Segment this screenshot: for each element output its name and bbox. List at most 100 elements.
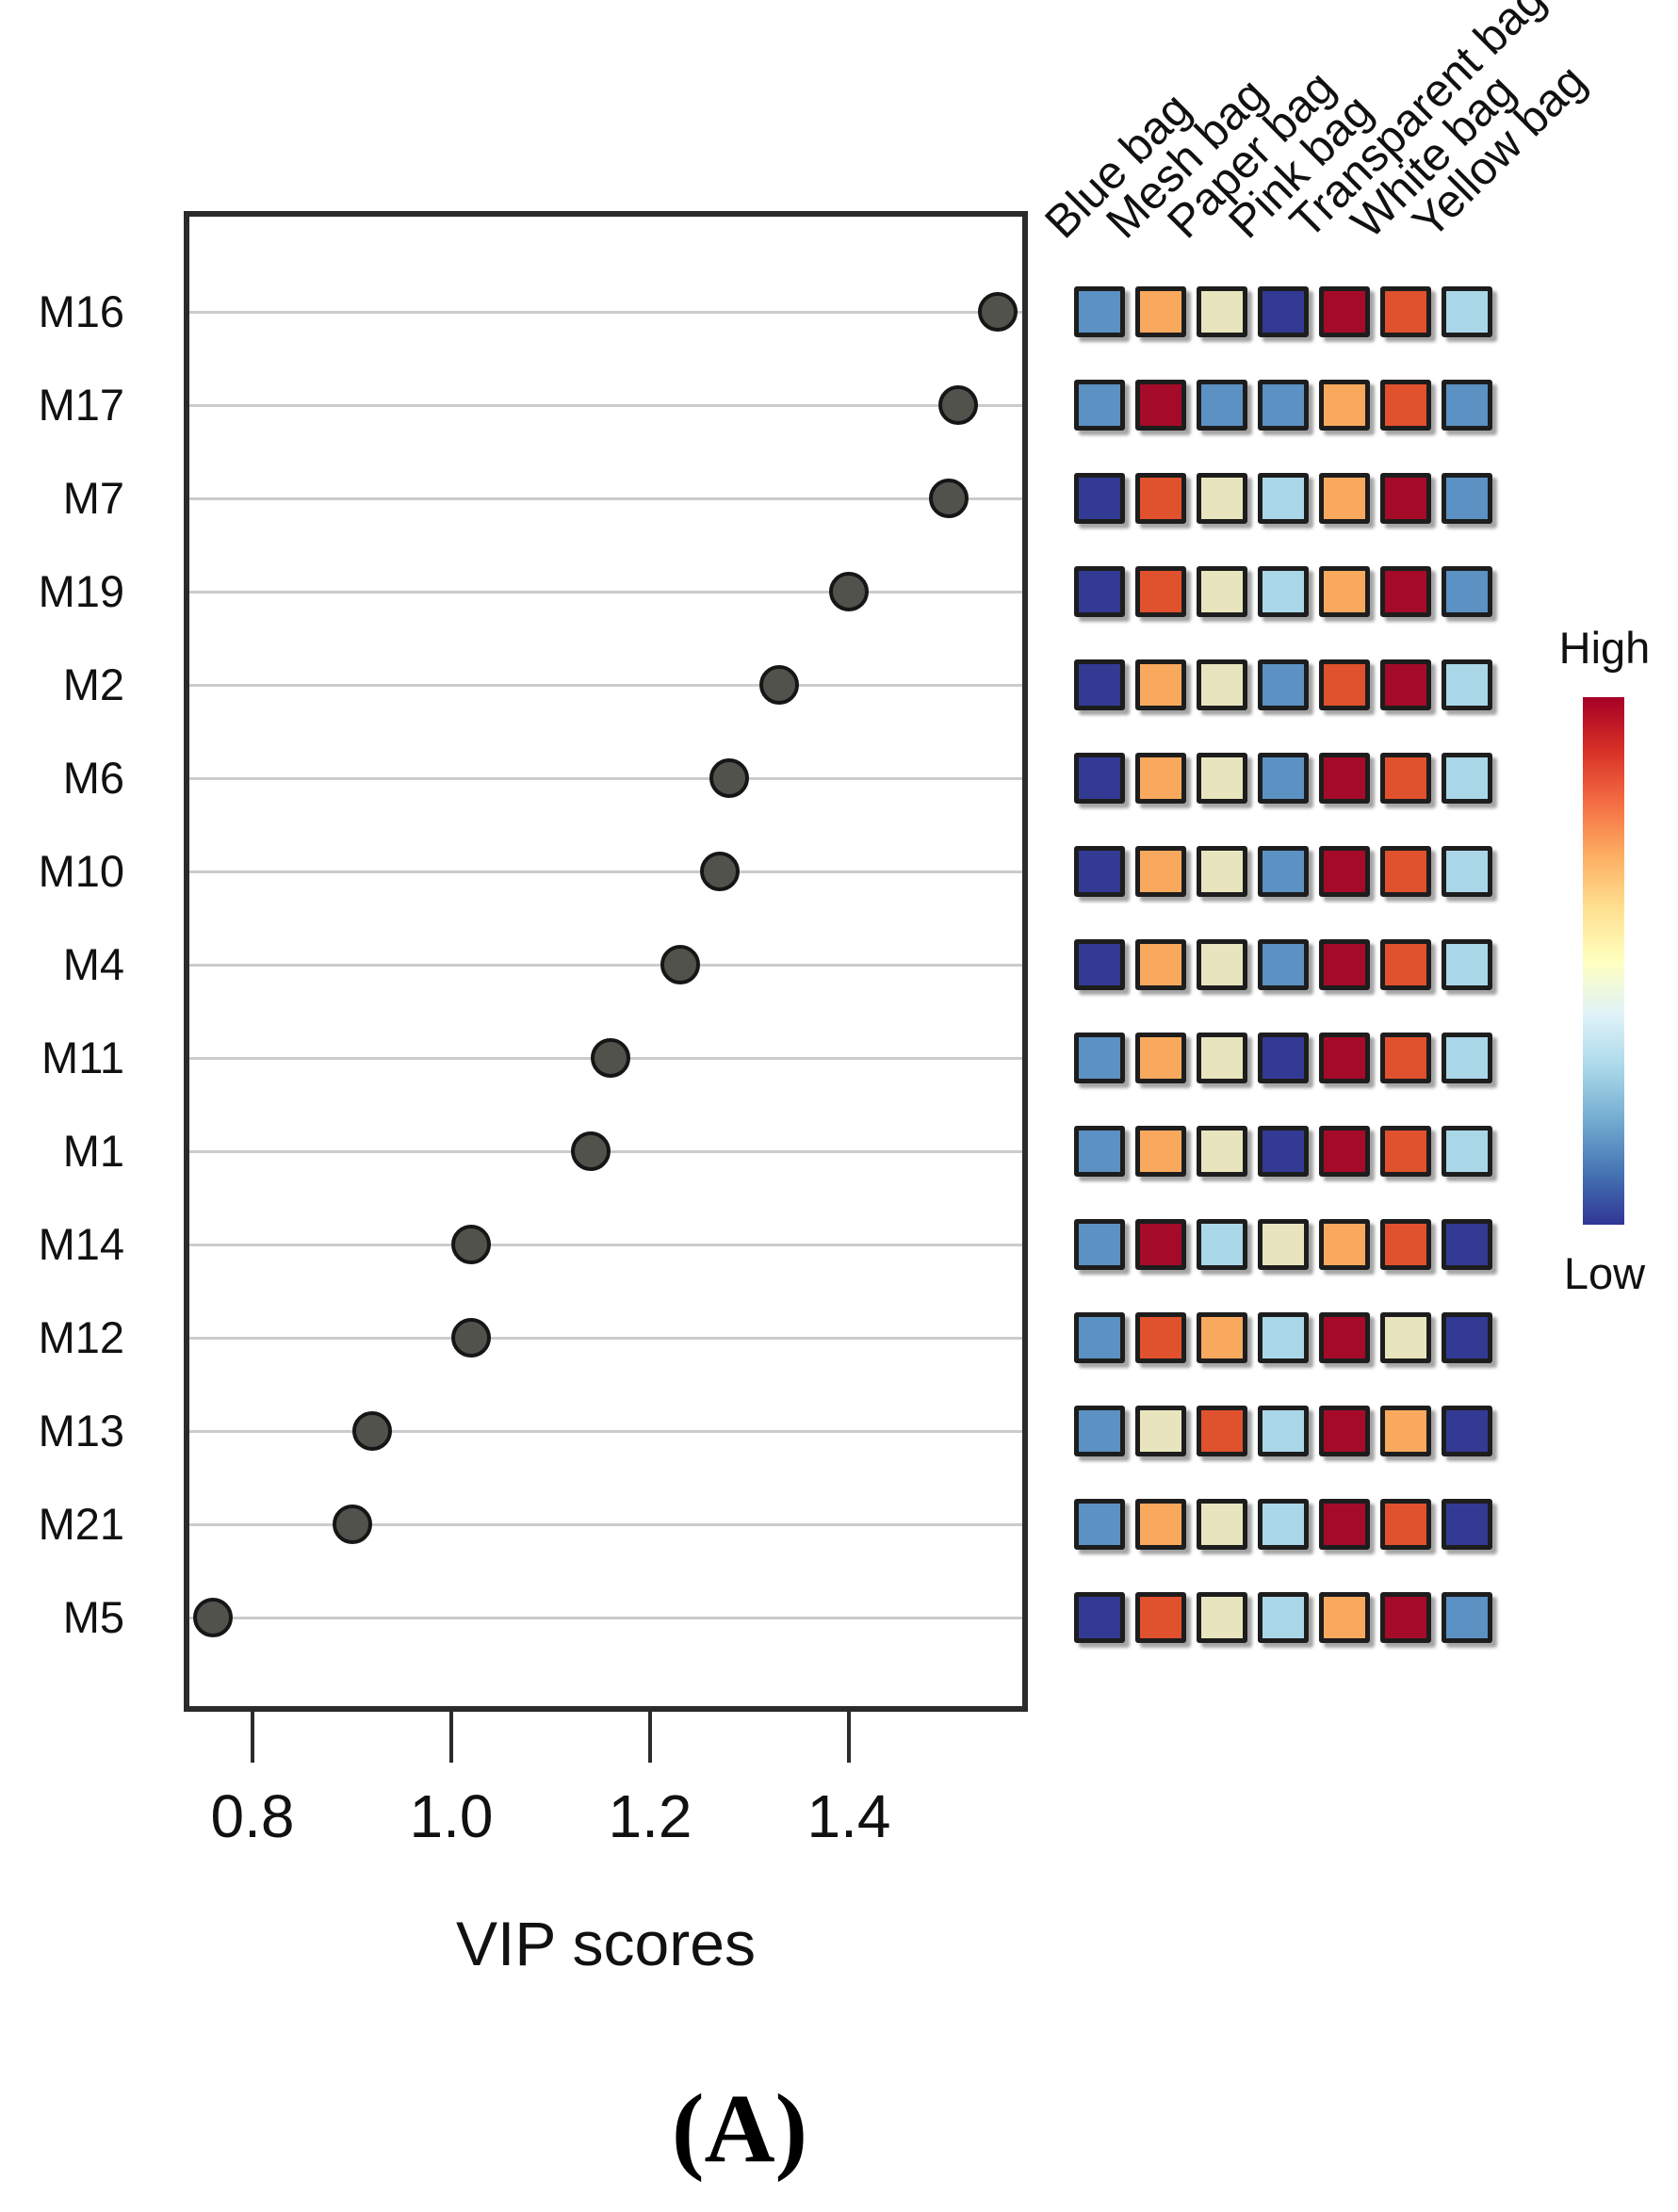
heatmap-cell-M2-col5 — [1319, 659, 1370, 710]
y-axis-label-M10: M10 — [38, 846, 124, 896]
heatmap-cell-M2-col3 — [1197, 659, 1247, 710]
heatmap-cell-M2-col4 — [1258, 659, 1309, 710]
heatmap-cell-M11-col7 — [1442, 1033, 1492, 1083]
heatmap-cell-M12-col6 — [1380, 1312, 1431, 1363]
heatmap-cell-M19-col3 — [1197, 566, 1247, 617]
y-axis-label-M19: M19 — [38, 566, 124, 616]
heatmap-cell-M2-col2 — [1135, 659, 1186, 710]
heatmap-cell-M16-col2 — [1135, 286, 1186, 337]
plot-area — [184, 211, 1028, 1712]
heatmap-cell-M10-col6 — [1380, 846, 1431, 897]
heatmap-cell-M21-col6 — [1380, 1499, 1431, 1550]
gridline-M14 — [189, 1244, 1022, 1246]
y-axis-label-M13: M13 — [38, 1406, 124, 1456]
heatmap-cell-M21-col2 — [1135, 1499, 1186, 1550]
y-axis-label-M17: M17 — [38, 380, 124, 430]
vip-dot-M17 — [938, 385, 979, 425]
x-axis-tick-label-1.2: 1.2 — [608, 1782, 692, 1850]
x-axis-tick-label-1: 1.0 — [409, 1782, 494, 1850]
heatmap-cell-M7-col1 — [1074, 473, 1125, 524]
vip-dot-M4 — [660, 945, 700, 984]
vip-dot-M1 — [570, 1131, 611, 1171]
gridline-M5 — [189, 1617, 1022, 1619]
heatmap-cell-M13-col2 — [1135, 1406, 1186, 1456]
gridline-M16 — [189, 311, 1022, 314]
heatmap-cell-M1-col4 — [1258, 1126, 1309, 1177]
heatmap-cell-M4-col3 — [1197, 939, 1247, 990]
gridline-M4 — [189, 964, 1022, 967]
heatmap-cell-M16-col7 — [1442, 286, 1492, 337]
colorbar-low-label: Low — [1563, 1248, 1646, 1298]
heatmap-cell-M11-col4 — [1258, 1033, 1309, 1083]
heatmap-cell-M11-col6 — [1380, 1033, 1431, 1083]
heatmap-cell-M12-col2 — [1135, 1312, 1186, 1363]
heatmap-cell-M13-col1 — [1074, 1406, 1125, 1456]
heatmap-cell-M14-col5 — [1319, 1219, 1370, 1270]
heatmap-cell-M6-col2 — [1135, 753, 1186, 804]
heatmap-cell-M1-col3 — [1197, 1126, 1247, 1177]
heatmap-cell-M13-col7 — [1442, 1406, 1492, 1456]
vip-dot-M5 — [192, 1598, 233, 1637]
heatmap-cell-M16-col6 — [1380, 286, 1431, 337]
x-axis-tick-0.8 — [251, 1712, 254, 1763]
heatmap-cell-M17-col7 — [1442, 380, 1492, 431]
x-axis-title: VIP scores — [456, 1909, 756, 1978]
heatmap-cell-M10-col1 — [1074, 846, 1125, 897]
heatmap-cell-M21-col4 — [1258, 1499, 1309, 1550]
heatmap-cell-M6-col5 — [1319, 753, 1370, 804]
heatmap-cell-M21-col5 — [1319, 1499, 1370, 1550]
heatmap-cell-M5-col4 — [1258, 1592, 1309, 1643]
y-axis-label-M11: M11 — [41, 1033, 124, 1082]
heatmap-cell-M11-col1 — [1074, 1033, 1125, 1083]
vip-dot-M21 — [332, 1504, 372, 1544]
heatmap-cell-M1-col2 — [1135, 1126, 1186, 1177]
heatmap-cell-M6-col4 — [1258, 753, 1309, 804]
heatmap-cell-M17-col1 — [1074, 380, 1125, 431]
heatmap-cell-M7-col6 — [1380, 473, 1431, 524]
vip-dot-M10 — [699, 852, 740, 891]
heatmap-cell-M19-col6 — [1380, 566, 1431, 617]
heatmap-cell-M6-col3 — [1197, 753, 1247, 804]
heatmap-cell-M14-col4 — [1258, 1219, 1309, 1270]
heatmap-cell-M19-col7 — [1442, 566, 1492, 617]
heatmap-cell-M17-col3 — [1197, 380, 1247, 431]
y-axis-label-M5: M5 — [62, 1592, 124, 1642]
heatmap-cell-M4-col5 — [1319, 939, 1370, 990]
heatmap-cell-M5-col2 — [1135, 1592, 1186, 1643]
colorbar-gradient — [1583, 697, 1624, 1225]
heatmap-cell-M19-col1 — [1074, 566, 1125, 617]
gridline-M7 — [189, 497, 1022, 500]
heatmap-cell-M4-col4 — [1258, 939, 1309, 990]
heatmap-cell-M6-col7 — [1442, 753, 1492, 804]
vip-dot-M11 — [590, 1038, 630, 1078]
heatmap-cell-M16-col3 — [1197, 286, 1247, 337]
heatmap-cell-M6-col1 — [1074, 753, 1125, 804]
heatmap-cell-M14-col2 — [1135, 1219, 1186, 1270]
heatmap-cell-M10-col2 — [1135, 846, 1186, 897]
heatmap-cell-M2-col1 — [1074, 659, 1125, 710]
heatmap-cell-M4-col6 — [1380, 939, 1431, 990]
gridline-M12 — [189, 1337, 1022, 1340]
y-axis-label-M16: M16 — [38, 286, 124, 336]
y-axis-label-M4: M4 — [62, 939, 124, 989]
y-axis-label-M2: M2 — [62, 659, 124, 709]
heatmap-cell-M10-col3 — [1197, 846, 1247, 897]
vip-dot-M7 — [928, 479, 969, 518]
gridline-M17 — [189, 404, 1022, 407]
heatmap-cell-M4-col2 — [1135, 939, 1186, 990]
heatmap-cell-M16-col1 — [1074, 286, 1125, 337]
heatmap-cell-M14-col7 — [1442, 1219, 1492, 1270]
heatmap-cell-M7-col7 — [1442, 473, 1492, 524]
heatmap-cell-M13-col5 — [1319, 1406, 1370, 1456]
heatmap-cell-M11-col3 — [1197, 1033, 1247, 1083]
gridline-M13 — [189, 1430, 1022, 1433]
heatmap-cell-M6-col6 — [1380, 753, 1431, 804]
x-axis-tick-1.4 — [847, 1712, 851, 1763]
heatmap-cell-M7-col5 — [1319, 473, 1370, 524]
heatmap-cell-M1-col7 — [1442, 1126, 1492, 1177]
y-axis-label-M14: M14 — [38, 1219, 124, 1269]
heatmap-cell-M10-col7 — [1442, 846, 1492, 897]
heatmap-cell-M11-col2 — [1135, 1033, 1186, 1083]
heatmap-cell-M5-col6 — [1380, 1592, 1431, 1643]
gridline-M6 — [189, 777, 1022, 780]
